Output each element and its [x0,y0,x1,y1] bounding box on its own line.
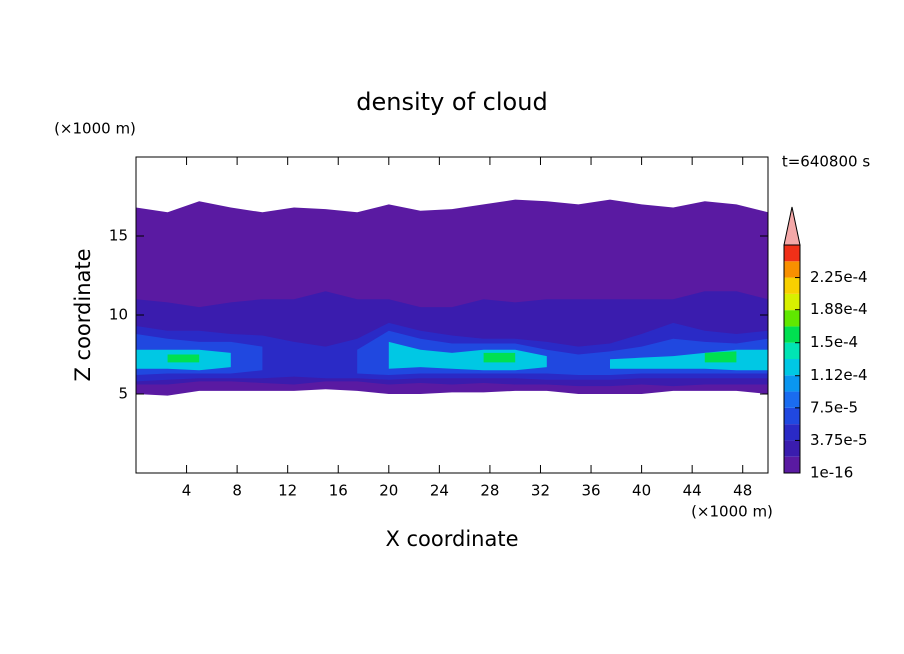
colorbar-bin [784,261,800,278]
x-unit: (×1000 m) [691,503,773,521]
colorbar-bin [784,293,800,311]
x-tick-label: 12 [278,482,297,500]
contour-region [136,341,768,371]
colorbar-frame [783,244,801,474]
colorbar-bin [784,456,800,473]
x-tick-label: 32 [531,482,550,500]
colorbar-bin [784,326,800,343]
x-tick-label: 28 [480,482,499,500]
y-axis-label: Z coordinate [71,248,95,381]
colorbar-bin [784,440,800,457]
chart-title: density of cloud [356,88,547,116]
x-tick-label: 36 [581,482,600,500]
colorbar-tick-label: 7.5e-5 [810,398,858,416]
colorbar-extension [783,206,801,246]
x-tick-label: 20 [379,482,398,500]
colorbar-bin [784,407,800,425]
x-tick-label: 8 [232,482,242,500]
y-tick-label: 15 [109,227,128,245]
colorbar-tick-label: 2.25e-4 [810,268,868,286]
x-tick-label: 48 [733,482,752,500]
colorbar-bin [784,277,800,294]
x-tick-label: 40 [632,482,651,500]
colorbar-bin [784,359,800,376]
y-tick-label: 10 [109,306,128,324]
colorbar-bin [784,375,800,392]
colorbar-tick-label: 3.75e-5 [810,431,868,449]
colorbar-bin [784,245,800,262]
colorbar-bin [784,310,800,327]
colorbar-bin [784,391,800,408]
colorbar-bin [784,424,800,441]
x-tick-label: 44 [683,482,702,500]
x-tick-label: 4 [182,482,192,500]
colorbar-tick-label: 1e-16 [810,464,853,482]
time-annotation: t=640800 s [782,153,870,171]
colorbar-tick-label: 1.88e-4 [810,300,868,318]
y-unit: (×1000 m) [54,120,136,138]
colorbar-tick-label: 1.5e-4 [810,333,858,351]
x-tick-label: 24 [430,482,449,500]
x-tick-label: 16 [329,482,348,500]
y-tick-label: 5 [118,385,128,403]
x-axis-label: X coordinate [385,527,518,551]
colorbar-tick-label: 1.12e-4 [810,366,868,384]
colorbar-bin [784,342,800,359]
